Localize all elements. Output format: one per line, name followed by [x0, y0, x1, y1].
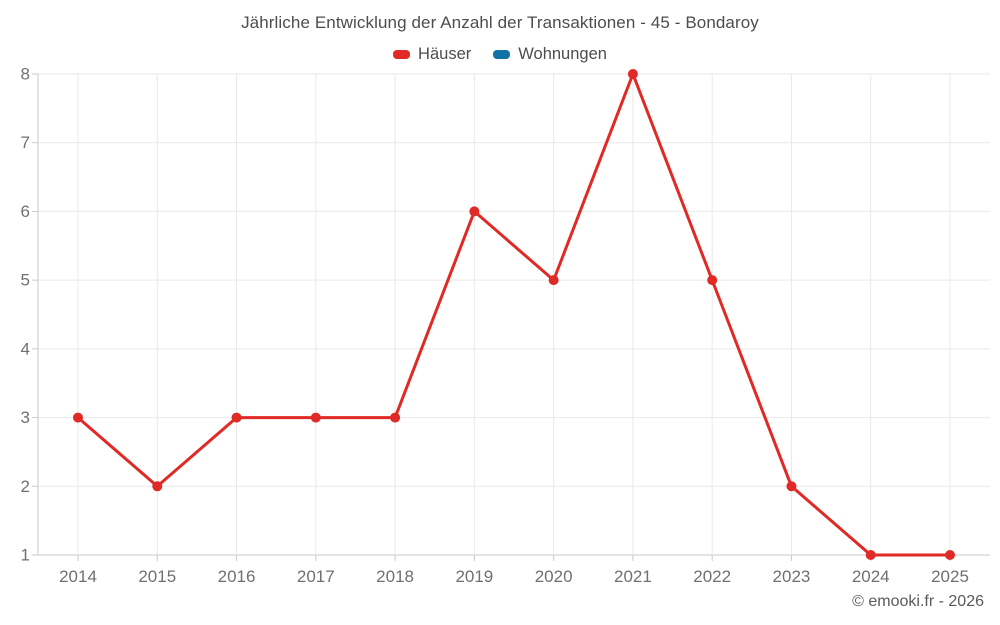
x-axis-label: 2017	[297, 567, 335, 586]
y-axis-label: 4	[21, 339, 30, 358]
data-point-häuser	[548, 275, 559, 286]
data-point-häuser	[152, 481, 163, 492]
data-point-häuser	[945, 550, 955, 560]
y-axis-label: 2	[21, 477, 30, 496]
x-axis-label: 2016	[218, 567, 256, 586]
x-axis-label: 2018	[376, 567, 414, 586]
legend-label-haeuser: Häuser	[418, 45, 472, 63]
legend-item-wohnungen[interactable]: Wohnungen	[493, 45, 607, 64]
x-axis-label: 2022	[693, 567, 731, 586]
data-point-häuser	[865, 550, 876, 560]
x-axis-label: 2020	[535, 567, 573, 586]
x-axis-label: 2019	[455, 567, 493, 586]
chart-legend: Häuser Wohnungen	[0, 45, 1000, 64]
y-axis-label: 7	[21, 133, 30, 152]
data-point-häuser	[231, 412, 242, 423]
data-point-häuser	[73, 412, 83, 423]
y-axis-label: 5	[21, 271, 30, 290]
chart-title: Jährliche Entwicklung der Anzahl der Tra…	[241, 13, 759, 32]
data-point-häuser	[469, 206, 480, 217]
legend-swatch-haeuser-icon	[393, 50, 411, 59]
series-line-häuser	[76, 72, 952, 557]
x-axis-label: 2015	[138, 567, 176, 586]
x-axis-label: 2021	[614, 567, 652, 586]
x-axis-label: 2025	[931, 567, 969, 586]
legend-item-haeuser[interactable]: Häuser	[393, 45, 471, 64]
footer-credit: © emooki.fr - 2026	[852, 593, 984, 610]
legend-swatch-wohnungen-icon	[493, 50, 511, 59]
legend-label-wohnungen: Wohnungen	[518, 45, 607, 63]
data-point-häuser	[310, 412, 321, 423]
data-point-häuser	[786, 481, 797, 492]
y-axis-label: 6	[21, 202, 30, 221]
data-point-häuser	[627, 69, 638, 79]
y-axis-label: 8	[21, 65, 30, 84]
x-axis-label: 2024	[852, 567, 890, 586]
y-axis-label: 3	[21, 408, 30, 427]
data-point-häuser	[390, 412, 401, 423]
x-axis-label: 2023	[773, 567, 811, 586]
y-axis-label: 1	[21, 546, 30, 565]
x-axis-label: 2014	[59, 567, 97, 586]
data-point-häuser	[707, 275, 718, 286]
